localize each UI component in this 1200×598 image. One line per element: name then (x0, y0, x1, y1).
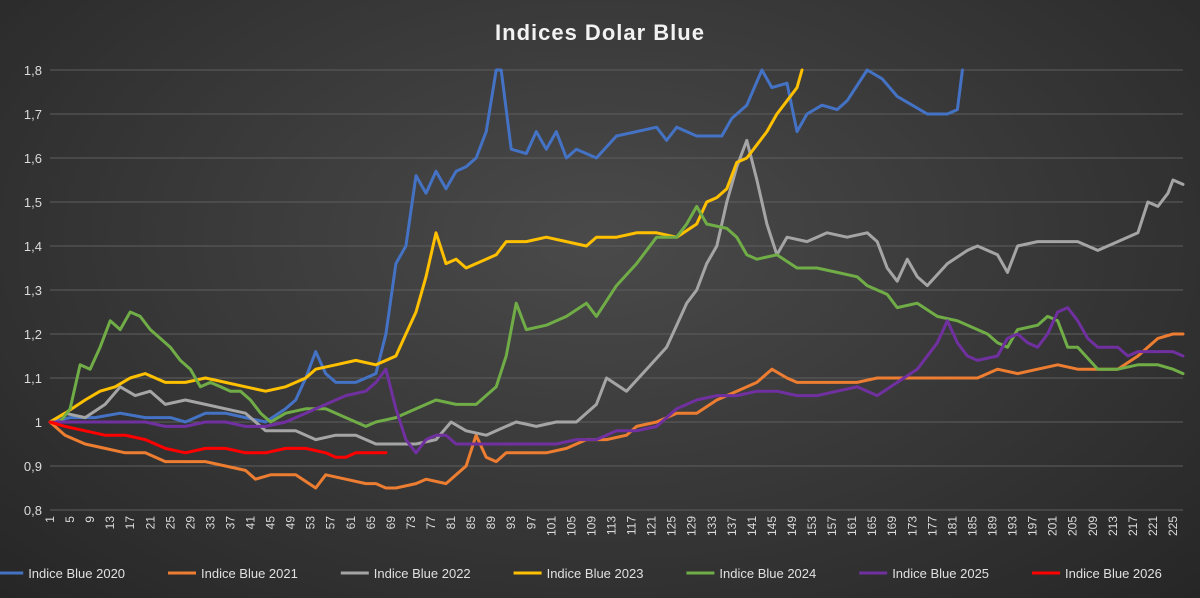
x-tick-label: 221 (1146, 516, 1160, 536)
x-tick-label: 181 (945, 516, 959, 536)
series-line-indice-blue-2022 (48, 138, 1185, 446)
legend-label-indice-blue-2020: Indice Blue 2020 (28, 566, 125, 581)
x-tick-label: 225 (1166, 516, 1180, 536)
x-tick-label: 89 (484, 516, 498, 530)
x-tick-label: 201 (1046, 516, 1060, 536)
x-tick-label: 93 (504, 516, 518, 530)
chart-title: Indices Dolar Blue (495, 20, 705, 45)
series-line-indice-blue-2023 (48, 68, 804, 424)
x-tick-label: 129 (685, 516, 699, 536)
x-tick-label: 29 (183, 516, 197, 530)
x-tick-label: 49 (284, 516, 298, 530)
y-tick-label: 1,7 (24, 107, 42, 122)
y-tick-label: 1,8 (24, 63, 42, 78)
x-tick-label: 101 (544, 516, 558, 536)
series-line-indice-blue-2024 (48, 204, 1185, 428)
x-tick-label: 33 (203, 516, 217, 530)
x-tick-label: 25 (163, 516, 177, 530)
x-tick-label: 165 (865, 516, 879, 536)
x-tick-label: 97 (524, 516, 538, 530)
y-tick-label: 0,8 (24, 503, 42, 518)
x-tick-label: 69 (384, 516, 398, 530)
x-tick-label: 209 (1086, 516, 1100, 536)
x-tick-label: 117 (625, 516, 639, 535)
x-tick-label: 177 (925, 516, 939, 536)
x-tick-label: 73 (404, 516, 418, 530)
series-line-indice-blue-2026 (48, 420, 388, 459)
x-tick-label: 81 (444, 516, 458, 530)
legend-label-indice-blue-2024: Indice Blue 2024 (719, 566, 816, 581)
x-tick-label: 9 (83, 516, 97, 523)
x-tick-label: 189 (985, 516, 999, 536)
x-tick-label: 169 (885, 516, 899, 536)
x-tick-label: 121 (645, 516, 659, 536)
series-line-indice-blue-2020 (48, 68, 964, 424)
x-tick-label: 13 (103, 516, 117, 530)
x-tick-label: 157 (825, 516, 839, 536)
legend-label-indice-blue-2021: Indice Blue 2021 (201, 566, 298, 581)
legend-label-indice-blue-2026: Indice Blue 2026 (1065, 566, 1162, 581)
x-tick-label: 61 (344, 516, 358, 530)
x-tick-label: 17 (123, 516, 137, 530)
y-tick-label: 1,5 (24, 195, 42, 210)
x-tick-label: 145 (765, 516, 779, 536)
legend: Indice Blue 2020 Indice Blue 2021 Indice B… (0, 566, 1162, 581)
x-tick-label: 37 (223, 516, 237, 530)
x-tick-label: 85 (464, 516, 478, 530)
x-tick-label: 109 (584, 516, 598, 536)
y-tick-label: 1,2 (24, 327, 42, 342)
x-tick-label: 1 (43, 516, 57, 523)
x-tick-label: 21 (143, 516, 157, 530)
x-tick-label: 141 (745, 516, 759, 536)
x-tick-label: 153 (805, 516, 819, 536)
x-tick-label: 197 (1026, 516, 1040, 536)
x-tick-label: 193 (1006, 516, 1020, 536)
legend-label-indice-blue-2022: Indice Blue 2022 (374, 566, 471, 581)
x-tick-label: 45 (264, 516, 278, 530)
legend-label-indice-blue-2023: Indice Blue 2023 (547, 566, 644, 581)
y-tick-label: 1,3 (24, 283, 42, 298)
y-tick-label: 0,9 (24, 459, 42, 474)
x-tick-label: 205 (1066, 516, 1080, 536)
x-tick-label: 65 (364, 516, 378, 530)
legend-label-indice-blue-2025: Indice Blue 2025 (892, 566, 989, 581)
x-tick-label: 213 (1106, 516, 1120, 536)
x-tick-label: 149 (785, 516, 799, 536)
y-tick-label: 1,6 (24, 151, 42, 166)
x-tick-label: 217 (1126, 516, 1140, 536)
x-tick-label: 77 (424, 516, 438, 530)
x-tick-label: 105 (564, 516, 578, 536)
x-tick-label: 185 (965, 516, 979, 536)
x-tick-label: 161 (845, 516, 859, 536)
y-tick-label: 1,4 (24, 239, 42, 254)
x-tick-label: 57 (324, 516, 338, 530)
x-tick-label: 5 (63, 516, 77, 523)
x-tick-label: 125 (665, 516, 679, 536)
x-tick-label: 137 (725, 516, 739, 536)
y-tick-label: 1 (35, 415, 42, 430)
x-tick-label: 173 (905, 516, 919, 536)
series-group (48, 68, 1185, 490)
x-tick-label: 41 (244, 516, 258, 530)
x-axis: 1 5 9 13 17 21 25 29 33 37 41 45 49 53 57 61 65 69 73 77 81 8… (43, 516, 1180, 536)
series-line-indice-blue-2025 (48, 306, 1185, 455)
y-axis: 0,8 0,9 1 1,1 1,2 1,3 1,4 1,5 1,6 1,7 1,8 (24, 63, 42, 518)
x-tick-label: 53 (304, 516, 318, 530)
x-tick-label: 133 (705, 516, 719, 536)
grid-lines (50, 69, 1183, 511)
x-tick-label: 113 (604, 516, 618, 535)
series-line-indice-blue-2021 (48, 332, 1185, 490)
y-tick-label: 1,1 (24, 371, 42, 386)
